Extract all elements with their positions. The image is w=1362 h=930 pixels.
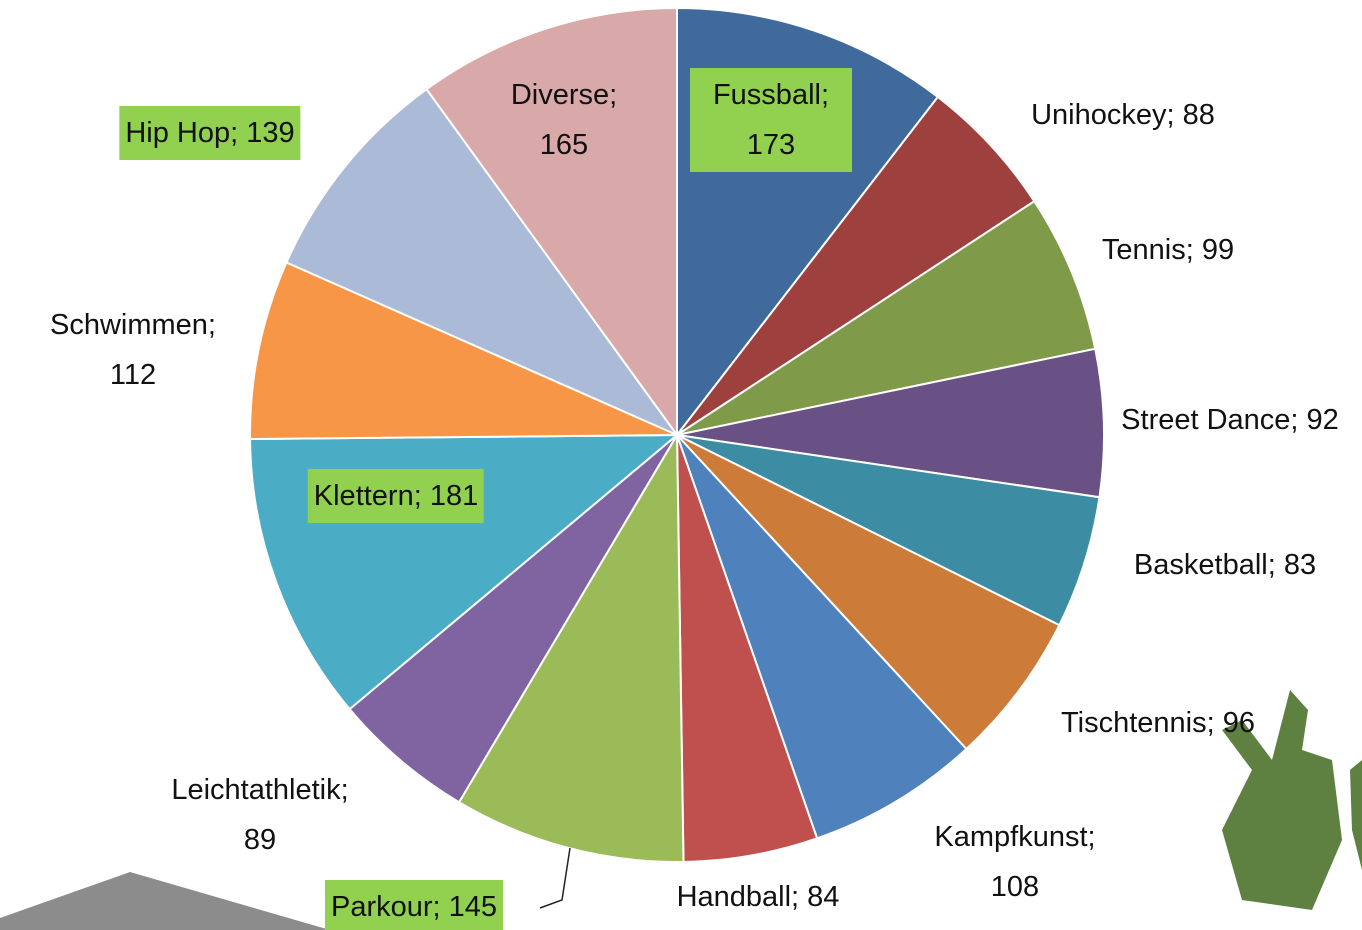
data-label: Parkour; 145 bbox=[325, 880, 503, 930]
data-label: Unihockey; 88 bbox=[1025, 88, 1221, 142]
data-label: Schwimmen; 112 bbox=[27, 298, 239, 402]
data-label: Basketball; 83 bbox=[1128, 538, 1322, 592]
page: Fussball; 173 Unihockey; 88 Tennis; 99 Stre… bbox=[0, 0, 1362, 930]
data-label: Diverse; 165 bbox=[483, 68, 645, 172]
data-label: Klettern; 181 bbox=[308, 469, 484, 523]
data-label: Tischtennis; 96 bbox=[1055, 696, 1261, 750]
decor-bar bbox=[0, 872, 330, 930]
decor-figure bbox=[1350, 760, 1362, 870]
data-label: Handball; 84 bbox=[671, 870, 846, 924]
data-label: Kampfkunst; 108 bbox=[919, 810, 1111, 914]
data-label: Street Dance; 92 bbox=[1109, 393, 1351, 447]
data-label: Fussball; 173 bbox=[690, 68, 852, 172]
data-label: Hip Hop; 139 bbox=[119, 106, 300, 160]
leader-line bbox=[540, 848, 570, 908]
data-label: Tennis; 99 bbox=[1096, 223, 1240, 277]
data-label: Leichtathletik; 89 bbox=[154, 763, 366, 867]
